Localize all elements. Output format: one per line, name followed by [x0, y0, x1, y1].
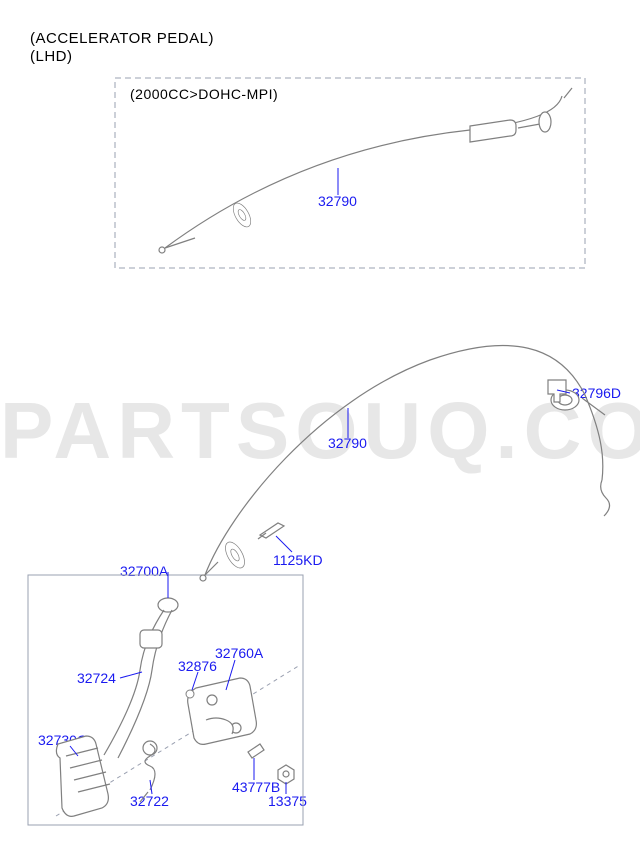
- leader-lines: [70, 168, 570, 794]
- optional-cable: [159, 88, 572, 253]
- option-box: [115, 78, 585, 268]
- diagram-stage: { "header": { "line1": "(ACCELERATOR PED…: [0, 0, 640, 848]
- diagram-svg: [0, 0, 640, 848]
- main-cable: [200, 345, 610, 581]
- bracket: [188, 678, 257, 744]
- return-spring: [140, 741, 157, 802]
- bolt-1125kd: [258, 523, 284, 539]
- bushing-32876: [186, 690, 194, 698]
- nut-13375: [278, 765, 294, 784]
- pedal-arm: [104, 598, 178, 758]
- pedal-pad: [56, 736, 110, 816]
- pin-43777b: [248, 744, 264, 758]
